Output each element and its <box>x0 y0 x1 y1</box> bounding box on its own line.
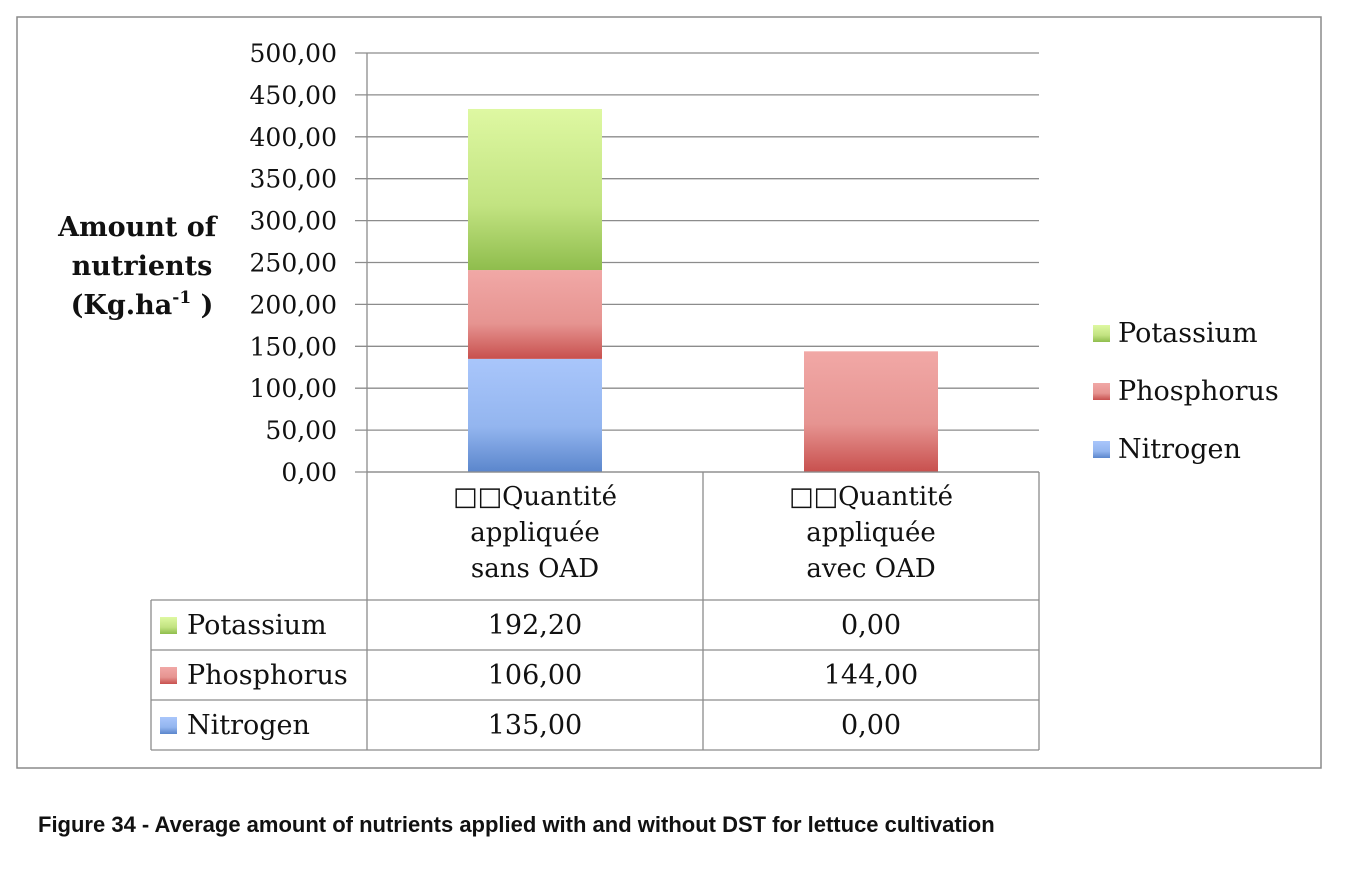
bar-phosphorus-1 <box>468 270 602 359</box>
table-cell-value: 192,20 <box>488 610 582 641</box>
bar-phosphorus-2 <box>804 351 938 472</box>
y-tick-label: 150,00 <box>250 332 337 361</box>
y-tick-label: 50,00 <box>265 416 337 445</box>
y-axis-label-unit: (Kg.ha-1 ) <box>71 288 214 321</box>
bars <box>468 108 938 472</box>
table-cell-value: 0,00 <box>841 710 901 741</box>
table-cell-value: 106,00 <box>488 660 582 691</box>
y-tick-label: 250,00 <box>250 249 337 278</box>
y-axis-label-line-1: Amount of <box>57 212 219 243</box>
legend: Potassium Phosphorus Nitrogen <box>1093 318 1279 465</box>
legend-key-potassium <box>1093 325 1110 342</box>
category-label: □□Quantité <box>453 482 617 512</box>
y-axis-label-line-3: (Kg.ha <box>71 290 173 321</box>
category-label: appliquée <box>806 518 936 548</box>
table-row-label: Nitrogen <box>187 710 310 741</box>
figure-caption: Figure 34 - Average amount of nutrients … <box>38 812 995 837</box>
category-label: avec OAD <box>806 554 935 584</box>
y-tick-label: 500,00 <box>250 39 337 68</box>
table-row-label: Potassium <box>187 610 327 641</box>
y-tick-label: 350,00 <box>250 165 337 194</box>
legend-label-potassium: Potassium <box>1118 318 1258 349</box>
category-label: sans OAD <box>471 554 599 584</box>
category-label: appliquée <box>470 518 600 548</box>
table-legend-key <box>160 617 177 634</box>
legend-key-phosphorus <box>1093 383 1110 400</box>
y-tick-label: 0,00 <box>281 458 337 487</box>
y-axis-label-close: ) <box>191 290 213 321</box>
y-tick-labels: 0,00 50,00 100,00 150,00 200,00 250,00 300,00 3… <box>250 39 337 487</box>
y-axis-label-line-2: nutrients <box>72 251 213 282</box>
legend-label-phosphorus: Phosphorus <box>1118 376 1279 407</box>
table-row-label: Phosphorus <box>187 660 348 691</box>
table-cell-value: 0,00 <box>841 610 901 641</box>
y-tick-label: 200,00 <box>250 290 337 319</box>
y-tick-label: 100,00 <box>250 374 337 403</box>
y-axis-label-superscript: -1 <box>172 288 191 308</box>
table-cell-value: 135,00 <box>488 710 582 741</box>
data-table: □□Quantité appliquée sans OAD □□Quantité app… <box>150 471 1040 751</box>
y-tick-label: 300,00 <box>250 207 337 236</box>
table-cell-value: 144,00 <box>824 660 918 691</box>
bar-nitrogen-1 <box>468 358 602 472</box>
table-legend-key <box>160 667 177 684</box>
bar-potassium-1 <box>468 108 602 271</box>
legend-label-nitrogen: Nitrogen <box>1118 434 1241 465</box>
category-label: □□Quantité <box>789 482 953 512</box>
legend-key-nitrogen <box>1093 441 1110 458</box>
y-tick-label: 400,00 <box>250 123 337 152</box>
y-tick-label: 450,00 <box>250 81 337 110</box>
y-axis-label: Amount of nutrients <box>57 212 226 282</box>
table-legend-key <box>160 717 177 734</box>
